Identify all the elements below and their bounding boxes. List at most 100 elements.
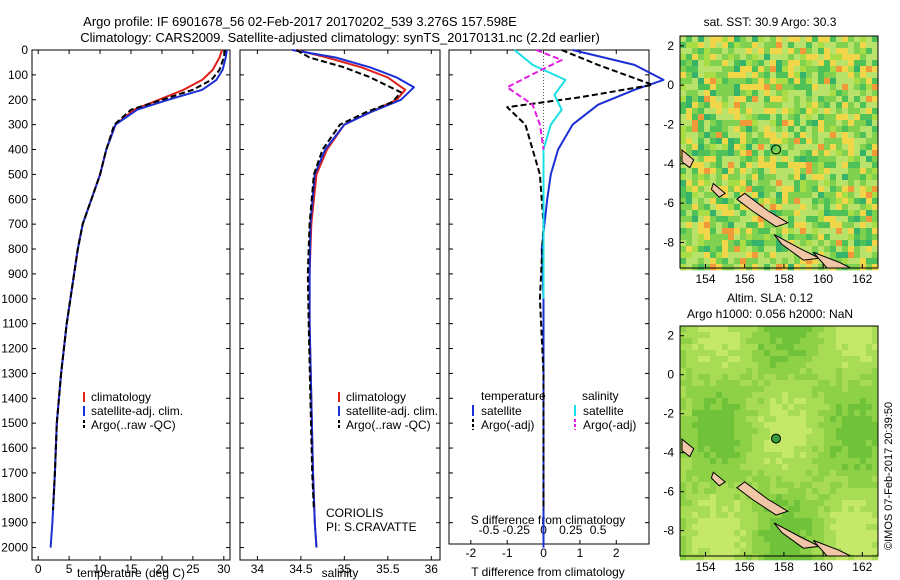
heatmap-cell (860, 500, 867, 507)
heatmap-cell (824, 108, 831, 115)
heatmap-cell (728, 108, 735, 115)
heatmap-cell (746, 368, 753, 375)
heatmap-cell (824, 72, 831, 79)
heatmap-cell (812, 380, 819, 387)
heatmap-cell (728, 434, 735, 441)
heatmap-cell (710, 398, 717, 405)
heatmap-cell (722, 216, 729, 223)
heatmap-cell (734, 470, 741, 477)
heatmap-cell (770, 374, 777, 381)
heatmap-cell (800, 500, 807, 507)
heatmap-cell (866, 54, 873, 61)
heatmap-cell (716, 198, 723, 205)
heatmap-cell (854, 518, 861, 525)
heatmap-cell (854, 434, 861, 441)
heatmap-cell (812, 174, 819, 181)
heatmap-cell (866, 156, 873, 163)
heatmap-cell (818, 102, 825, 109)
heatmap-cell (692, 326, 699, 333)
heatmap-cell (734, 332, 741, 339)
heatmap-cell (716, 410, 723, 417)
heatmap-cell (704, 114, 711, 121)
heatmap-cell (752, 422, 759, 429)
heatmap-cell (698, 476, 705, 483)
heatmap-cell (692, 428, 699, 435)
heatmap-cell (830, 114, 837, 121)
heatmap-cell (740, 362, 747, 369)
heatmap-cell (788, 150, 795, 157)
heatmap-cell (770, 78, 777, 85)
heatmap-cell (854, 332, 861, 339)
heatmap-cell (830, 530, 837, 537)
heatmap-cell (686, 350, 693, 357)
heatmap-cell (698, 258, 705, 265)
heatmap-cell (770, 368, 777, 375)
heatmap-cell (794, 464, 801, 471)
heatmap-cell (758, 162, 765, 169)
heatmap-cell (692, 138, 699, 145)
heatmap-cell (854, 258, 861, 265)
heatmap-cell (872, 156, 879, 163)
heatmap-cell (776, 114, 783, 121)
heatmap-cell (770, 350, 777, 357)
island-shape (710, 182, 726, 198)
heatmap-cell (716, 440, 723, 447)
heatmap-cell (872, 368, 879, 375)
heatmap-cell (746, 42, 753, 49)
heatmap-cell (716, 344, 723, 351)
heatmap-cell (830, 554, 837, 561)
heatmap-cell (782, 54, 789, 61)
heatmap-cell (824, 428, 831, 435)
heatmap-cell (686, 252, 693, 259)
heatmap-cell (704, 422, 711, 429)
heatmap-cell (794, 72, 801, 79)
heatmap-cell (704, 392, 711, 399)
heatmap-cell (848, 228, 855, 235)
heatmap-cell (836, 386, 843, 393)
heatmap-cell (824, 156, 831, 163)
heatmap-cell (686, 54, 693, 61)
heatmap-cell (872, 36, 879, 43)
heatmap-cell (734, 222, 741, 229)
heatmap-cell (740, 440, 747, 447)
heatmap-cell (788, 344, 795, 351)
heatmap-cell (812, 410, 819, 417)
heatmap-cell (776, 138, 783, 145)
heatmap-cell (722, 48, 729, 55)
heatmap-cell (728, 126, 735, 133)
heatmap-cell (728, 186, 735, 193)
heatmap-cell (722, 530, 729, 537)
difference-series-2 (513, 49, 567, 299)
heatmap-cell (836, 326, 843, 333)
heatmap-cell (818, 494, 825, 501)
heatmap-cell (686, 234, 693, 241)
heatmap-cell (860, 422, 867, 429)
heatmap-cell (872, 440, 879, 447)
heatmap-cell (758, 240, 765, 247)
heatmap-cell (686, 434, 693, 441)
heatmap-cell (794, 332, 801, 339)
heatmap-cell (842, 458, 849, 465)
heatmap-cell (728, 374, 735, 381)
heatmap-cell (710, 464, 717, 471)
heatmap-cell (704, 554, 711, 561)
heatmap-cell (854, 422, 861, 429)
heatmap-cell (842, 228, 849, 235)
heatmap-cell (752, 374, 759, 381)
heatmap-cell (770, 186, 777, 193)
heatmap-cell (866, 252, 873, 259)
heatmap-cell (740, 174, 747, 181)
heatmap-cell (746, 108, 753, 115)
heatmap-cell (764, 350, 771, 357)
heatmap-cell (866, 36, 873, 43)
heatmap-cell (872, 252, 879, 259)
heatmap-cell (710, 446, 717, 453)
heatmap-cell (788, 434, 795, 441)
heatmap-cell (692, 356, 699, 363)
heatmap-cell (824, 42, 831, 49)
heatmap-cell (800, 392, 807, 399)
heatmap-cell (722, 392, 729, 399)
heatmap-cell (794, 482, 801, 489)
heatmap-cell (764, 344, 771, 351)
heatmap-cell (848, 482, 855, 489)
